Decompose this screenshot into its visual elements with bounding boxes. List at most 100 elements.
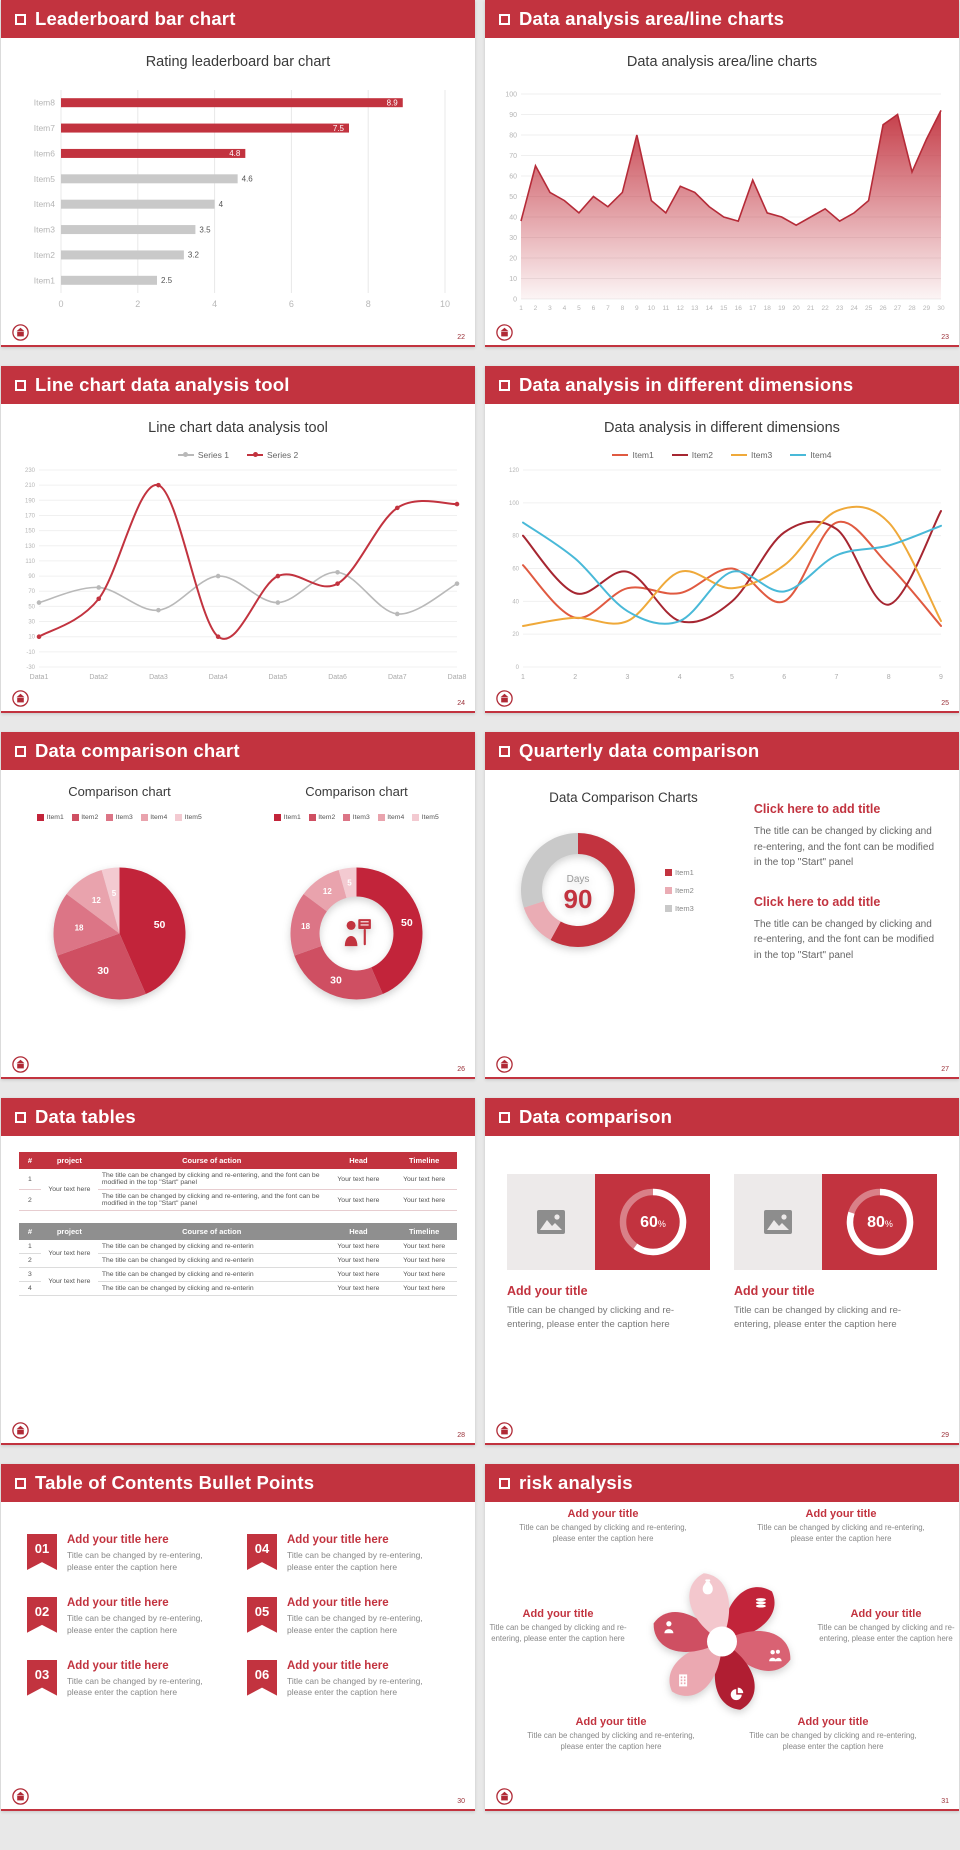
slide-toc-bullet-points[interactable]: Table of Contents Bullet Points 01 Add y… [1,1464,475,1811]
svg-text:30: 30 [509,235,517,242]
svg-text:150: 150 [25,529,36,535]
slide-title: Quarterly data comparison [519,740,760,761]
svg-text:2: 2 [573,674,577,681]
toc-caption: Title can be changed by re-entering, ple… [287,1612,423,1635]
slide-content: Data analysis in different dimensions It… [485,404,959,687]
text-blocks-panel: Click here to add title The title can be… [744,776,941,1053]
svg-text:0: 0 [513,297,517,304]
gray-data-table: # project Course of action Head Timeline… [19,1223,457,1296]
image-placeholder-icon [764,1210,792,1234]
slide-dimension-lines[interactable]: Data analysis in different dimensions Da… [485,366,959,713]
svg-text:8: 8 [621,305,625,312]
svg-text:12: 12 [323,887,332,896]
progress-box: 80% [822,1174,937,1270]
chart-title: Line chart data analysis tool [148,420,328,436]
footer-logo-icon [496,690,513,707]
svg-text:50: 50 [401,917,413,929]
card-title: Add your title [507,1284,588,1298]
slide-line-chart-tool[interactable]: Line chart data analysis tool Line chart… [1,366,475,713]
svg-text:19: 19 [778,305,786,312]
svg-text:4: 4 [563,305,567,312]
slide-data-comparison-chart[interactable]: Data comparison chart Comparison chart I… [1,732,475,1079]
toc-caption: Title can be changed by re-entering, ple… [67,1675,203,1698]
risk-title: Add your title [575,1716,647,1728]
svg-text:Item7: Item7 [34,123,56,133]
slide-data-tables[interactable]: Data tables # project Course of action H… [1,1098,475,1445]
chart-title: Rating leaderboard bar chart [145,54,331,70]
chart-svg: 80% [846,1188,913,1256]
cell-timeline: Your text here [391,1189,457,1211]
svg-text:4: 4 [678,674,682,681]
svg-text:30: 30 [937,305,945,312]
table-row: 1 Your text here The title can be change… [19,1240,457,1268]
col-header: Timeline [391,1152,457,1169]
page-number: 30 [457,1798,465,1805]
progress-ring-60: 60% [613,1182,693,1262]
svg-text:60%: 60% [640,1214,666,1231]
legend-item: Item1 [37,813,64,821]
slide-risk-analysis[interactable]: risk analysis Add your title Title can be… [485,1464,959,1811]
slide-content: Data Comparison Charts Days 90 Item1 Item2 I… [485,770,959,1053]
cell-head: Your text here [325,1169,392,1190]
card-caption: Title can be changed by clicking and re-… [734,1305,902,1331]
toc-title: Add your title here [287,1534,389,1546]
cell-timeline: Your text here [391,1169,457,1190]
svg-text:-30: -30 [26,665,35,671]
legend-item: Series 1 [177,450,229,460]
slide-leaderboard-bar-chart[interactable]: Leaderboard bar chart Rating leaderboard… [1,0,475,347]
svg-text:170: 170 [25,513,36,519]
block-body: The title can be changed by clicking and… [753,918,935,961]
card-title: Add your title [734,1284,815,1298]
image-placeholder-box [734,1174,822,1270]
chart-svg: 50 30 18 12 5 [53,867,186,1000]
risk-label: Add your title Title can be changed by cl… [487,1608,629,1644]
cell-timeline: Your text here [391,1240,457,1254]
svg-text:80: 80 [509,133,517,140]
image-placeholder-icon [537,1210,565,1234]
cell-timeline: Your text here [391,1281,457,1296]
footer-logo-icon [496,1788,513,1805]
svg-text:Item6: Item6 [34,148,56,158]
slide-header: Line chart data analysis tool [1,366,475,404]
slide-title: Line chart data analysis tool [35,374,290,395]
toc-number: 03 [34,1666,50,1682]
pie-chart-panel: Comparison chart Item1 Item2 Item3 Item4 Ite… [1,770,238,1053]
progress-ring-80: 80% [840,1182,920,1262]
cell-project: Your text here [40,1240,98,1268]
svg-text:10: 10 [509,276,517,283]
slide-header: Data tables [1,1098,475,1136]
cell-no: 2 [19,1189,41,1211]
toc-number-tag: 06 [247,1659,277,1696]
svg-text:Data8: Data8 [448,674,467,681]
cell-head: Your text here [325,1240,392,1254]
svg-text:9: 9 [939,674,943,681]
slide-title: Data comparison [519,1106,673,1127]
risk-label: Add your title Title can be changed by cl… [751,1508,931,1544]
table-row: 1 Your text here The title can be change… [19,1169,457,1211]
comparison-card: 60% Add your title Title can be changed … [507,1174,710,1333]
building-icon [679,1673,688,1686]
text-block: Click here to add title The title can be… [754,895,939,964]
comparison-pie-chart: Item1 Item2 Item3 Item4 Item5 50 30 18 12 5 [7,810,232,1043]
risk-caption: Title can be changed by clicking and re-… [489,1623,627,1643]
svg-text:Item1: Item1 [34,275,56,285]
svg-text:18: 18 [301,922,310,931]
slide-data-comparison-cards[interactable]: Data comparison 60% Add your title Title… [485,1098,959,1445]
progress-box: 60% [595,1174,710,1270]
svg-text:7: 7 [835,674,839,681]
svg-text:18: 18 [764,305,772,312]
text-block: Click here to add title The title can be… [754,802,939,871]
svg-text:230: 230 [25,468,36,474]
svg-text:13: 13 [691,305,699,312]
svg-text:80: 80 [512,534,519,540]
slide-area-line-charts[interactable]: Data analysis area/line charts Data anal… [485,0,959,347]
card-caption: Title can be changed by clicking and re-… [507,1305,675,1331]
slide-header: Leaderboard bar chart [1,0,475,38]
svg-text:20: 20 [512,632,519,638]
legend-item: Item2 [671,450,713,460]
person-icon [664,1620,674,1633]
risk-title: Add your title [567,1508,639,1520]
block-body: The title can be changed by clicking and… [753,826,935,868]
risk-caption: Title can be changed by clicking and re-… [757,1523,925,1543]
slide-quarterly-comparison[interactable]: Quarterly data comparison Data Compariso… [485,732,959,1079]
